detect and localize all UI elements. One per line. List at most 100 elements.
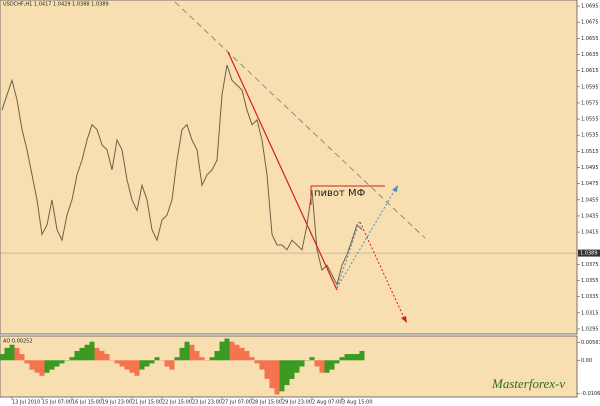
ao-bar	[69, 357, 75, 361]
ao-bar	[59, 360, 65, 364]
x-tick-label: 2 Aug 07:00	[312, 400, 343, 406]
ao-bar	[79, 347, 85, 361]
ao-bar	[114, 360, 120, 364]
y-tick-label: 1.0335	[581, 294, 599, 300]
ao-bar	[219, 341, 225, 361]
x-tick-label: 23 Jul 23:00	[192, 400, 222, 406]
ao-bar	[359, 350, 365, 361]
drawings	[174, 1, 426, 323]
ao-bar	[139, 360, 145, 370]
trend-line	[174, 1, 426, 239]
ao-bar	[334, 360, 340, 364]
y-tick-label: 1.0595	[581, 84, 599, 90]
ao-bar	[119, 360, 125, 367]
ao-bar	[174, 357, 180, 361]
current-price-label: 1.0389	[580, 251, 598, 257]
ao-bar	[349, 354, 355, 361]
arrow-head	[401, 316, 407, 323]
ao-bar	[179, 347, 185, 361]
y-tick-label: 1.0375	[581, 262, 599, 268]
x-tick-label: 3 Aug 15:00	[342, 400, 373, 406]
ao-bar	[244, 350, 250, 361]
ao-bar	[254, 360, 260, 364]
x-tick-label: 29 Jul 23:00	[282, 400, 312, 406]
ao-bar	[24, 360, 30, 364]
y-tick-label: 1.0295	[581, 326, 599, 332]
ao-bar	[194, 350, 200, 361]
chart-title: USDCHF,H1 1.0417 1.0429 1.0388 1.0389	[3, 2, 109, 8]
ao-bar	[259, 360, 265, 370]
ao-bar	[354, 354, 360, 361]
ao-bar	[274, 360, 280, 395]
ao-bar	[14, 347, 20, 361]
ao-bar	[224, 338, 230, 361]
y-tick-label: -0.01067	[581, 391, 600, 397]
y-tick-label: 1.0415	[581, 230, 599, 236]
ao-bar	[324, 360, 330, 373]
ao-bar	[239, 347, 245, 361]
ao-bar	[149, 360, 155, 364]
ao-bar	[9, 344, 15, 361]
y-tick-label: 1.0355	[581, 278, 599, 284]
y-tick-label: 1.0315	[581, 310, 599, 316]
ao-bar	[94, 347, 100, 361]
ao-bar	[314, 360, 320, 367]
price-line	[1, 64, 363, 286]
ao-bar	[19, 354, 25, 361]
current-price-box	[578, 249, 600, 257]
pivot-line	[310, 185, 385, 205]
x-tick-label: 19 Jul 23:00	[102, 400, 132, 406]
ao-bar	[309, 357, 315, 361]
ao-bar	[264, 360, 270, 379]
ao-bar	[229, 341, 235, 361]
ao-bar	[189, 344, 195, 361]
ao-bar	[129, 360, 135, 373]
y-tick-label: 1.0435	[581, 213, 599, 219]
ao-bar	[154, 357, 160, 361]
ao-bar	[169, 360, 175, 370]
ao-bar	[319, 360, 325, 373]
ao-bar	[344, 354, 350, 361]
ao-bar	[209, 357, 215, 361]
ao-bar	[199, 357, 205, 361]
ao-bar	[184, 341, 190, 361]
blue-arrow	[336, 187, 397, 289]
x-tick-label: 13 Jul 2010	[12, 400, 40, 406]
ao-bar	[0, 354, 5, 361]
ao-bar	[4, 347, 10, 361]
red-line	[227, 51, 338, 291]
annotation: пивот МФ	[314, 188, 366, 199]
ao-bar	[39, 360, 45, 376]
y-tick-label: 0.00	[581, 358, 592, 364]
ao-bar	[29, 360, 35, 370]
ao-bar	[294, 360, 300, 373]
ao-bar	[134, 360, 140, 376]
ao-bar	[99, 350, 105, 361]
x-tick-label: 16 Jul 15:00	[72, 400, 102, 406]
ao-bar	[289, 360, 295, 379]
y-tick-label: 1.0675	[581, 20, 599, 26]
x-tick-label: 27 Jul 07:00	[222, 400, 252, 406]
ao-bar	[164, 360, 170, 367]
watermark: Masterforex-v	[491, 376, 565, 391]
y-tick-label: 1.0635	[581, 52, 599, 58]
x-tick-label: 15 Jul 07:00	[42, 400, 72, 406]
ao-bar	[269, 360, 275, 389]
ao-bar	[329, 360, 335, 370]
ao-bar	[279, 360, 285, 392]
main-plot: 1.0695 1.0675 1.0655 1.0635 1.0615 1.0595 1.05…	[0, 4, 600, 406]
y-tick-label: 1.0615	[581, 68, 599, 74]
ao-plot: 0.00567 0.00 -0.01067	[0, 338, 600, 397]
y-tick-label: 1.0575	[581, 100, 599, 106]
main-pane	[0, 0, 578, 335]
y-tick-label: 1.0475	[581, 181, 599, 187]
y-tick-label: 1.0555	[581, 117, 599, 123]
y-tick-label: 1.0655	[581, 36, 599, 42]
ao-bar	[44, 360, 50, 373]
ao-bar	[214, 350, 220, 361]
arrow-head	[392, 185, 398, 192]
ao-bar	[54, 360, 60, 367]
ao-bar	[89, 341, 95, 361]
